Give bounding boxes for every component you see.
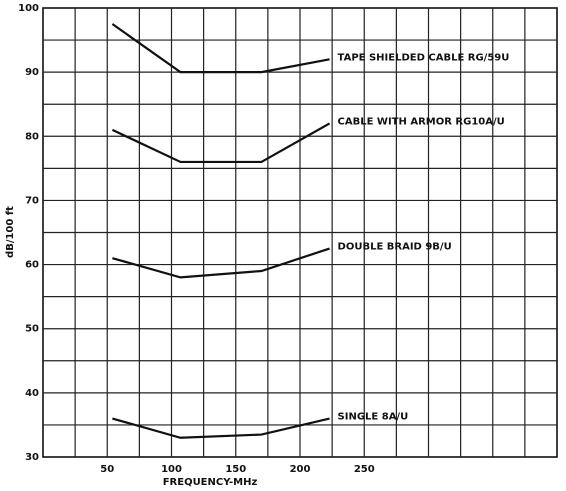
y-tick-label: 90 — [25, 67, 39, 78]
series-line — [112, 417, 330, 439]
y-tick-label: 40 — [25, 388, 39, 399]
y-tick-label: 80 — [25, 131, 39, 142]
series-line — [111, 122, 331, 164]
series-line — [112, 247, 330, 279]
series-label: SINGLE 8A/U — [338, 412, 409, 423]
series-label: CABLE WITH ARMOR RG10A/U — [338, 116, 505, 127]
series-label: TAPE SHIELDED CABLE RG/59U — [338, 52, 510, 63]
y-axis-label: dB/100 ft — [5, 206, 16, 258]
y-tick-label: 30 — [25, 452, 39, 463]
x-tick-label: 150 — [225, 464, 246, 475]
x-axis-label: FREQUENCY-MHz — [163, 477, 258, 488]
y-tick-label: 60 — [25, 260, 39, 271]
x-tick-label: 200 — [290, 464, 311, 475]
x-tick-label: 250 — [354, 464, 375, 475]
y-tick-label: 100 — [18, 3, 39, 14]
series-line — [111, 23, 330, 74]
x-tick-label: 50 — [100, 464, 114, 475]
series-label: DOUBLE BRAID 9B/U — [338, 242, 452, 253]
y-tick-label: 70 — [25, 195, 39, 206]
y-tick-label: 50 — [25, 324, 39, 335]
x-tick-label: 100 — [161, 464, 182, 475]
